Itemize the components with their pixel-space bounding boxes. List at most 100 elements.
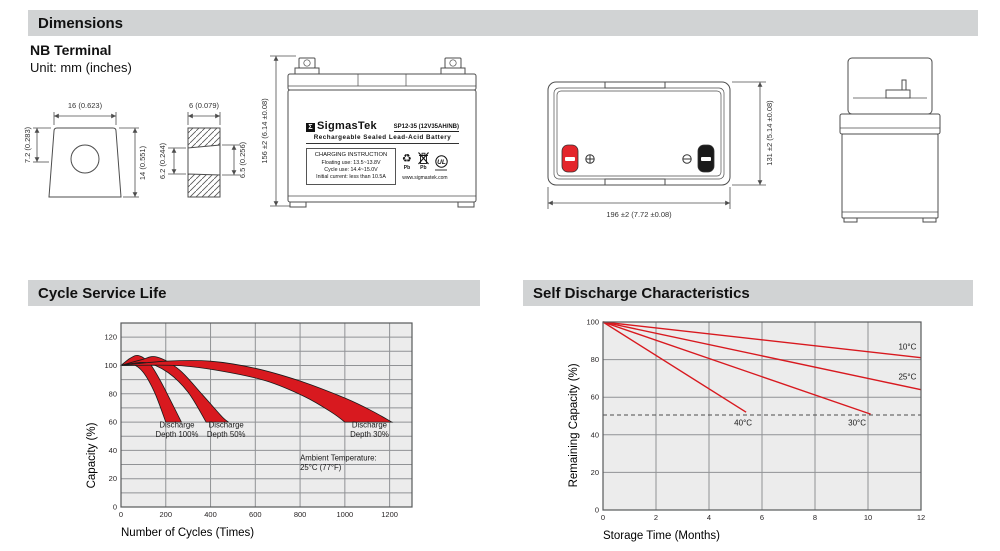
svg-text:600: 600 [249, 510, 262, 519]
negative-symbol-icon [682, 154, 692, 164]
side-terminal [885, 89, 911, 99]
terminal-slot [701, 157, 711, 161]
svg-text:100: 100 [586, 318, 599, 327]
series-10°C [602, 321, 922, 359]
unit-note: Unit: mm (inches) [30, 60, 132, 75]
battery-foot-left [289, 201, 307, 208]
cycle-service-life-svg: 0 200 400 600 800 1000 1200 0 20 40 60 80 100 120 Disc… [86, 322, 413, 539]
svg-text:1200: 1200 [381, 510, 398, 519]
battery-lid [287, 73, 477, 91]
self-discharge-chart: 10°C 25°C 30°C 40°C 0 2 4 6 8 10 12 0 20 40 60 80 100 Sto… [545, 315, 975, 551]
dim-label-height: 156 ±2 (6.14 ±0.08) [260, 98, 269, 164]
side-rim [839, 113, 941, 135]
nb-terminal-title: NB Terminal [30, 42, 112, 58]
battery-front-drawing: 156 ±2 (6.14 ±0.08) [260, 55, 477, 208]
dim-label-length: 196 ±2 (7.72 ±0.08) [606, 210, 672, 219]
section-header-cycle-service-life: Cycle Service Life [28, 280, 480, 306]
certification-icons: ♻ Pb Pb [402, 148, 448, 185]
annotation: Discharge Depth 100% [156, 421, 199, 440]
band-Discharge Depth 50% [120, 356, 230, 423]
battery-front-label: Σ SigmasTek SP12-35 (12V35AH/NB) Recharg… [306, 119, 459, 186]
terminal-side-drawing: 6 (0.079) 6.2 (0.244) 6.5 (0.256) [158, 101, 247, 198]
series-label: 25°C [898, 372, 916, 381]
svg-text:6: 6 [760, 513, 764, 522]
website-url: www.sigmastek.com [402, 175, 448, 181]
section-title: Dimensions [38, 14, 124, 32]
terminal-base-left [294, 67, 320, 75]
section-title: Self Discharge Characteristics [533, 284, 750, 302]
section-header-dimensions: Dimensions [28, 10, 978, 36]
tick-labels: 0 200 400 600 800 1000 1200 0 20 40 60 80 100 120 [104, 333, 397, 519]
hatched-top [187, 127, 221, 149]
svg-text:100: 100 [104, 361, 117, 370]
svg-text:0: 0 [113, 503, 117, 512]
brand-row: Σ SigmasTek SP12-35 (12V35AH/NB) [306, 119, 459, 132]
annotation: Ambient Temperature: 25°C (77°F) [300, 453, 377, 472]
charging-line: Cycle use: 14.4~15.0V [324, 167, 378, 174]
svg-text:80: 80 [109, 389, 117, 398]
svg-text:2: 2 [654, 513, 658, 522]
bottom-notch [604, 178, 666, 186]
dim-label-width: 6 (0.079) [189, 101, 220, 110]
terminal-front-drawing: 16 (0.623) 7.2 (0.283) 14 (0.551) [23, 101, 147, 198]
positive-symbol-icon [585, 154, 595, 164]
dim-label-width: 16 (0.623) [68, 101, 103, 110]
battery-subtitle: Rechargeable Sealed Lead-Acid Battery [306, 132, 459, 144]
dim-label-left: 7.2 (0.283) [23, 126, 32, 163]
hatched-bottom [187, 173, 221, 198]
svg-text:800: 800 [294, 510, 307, 519]
section-title: Cycle Service Life [38, 284, 167, 302]
side-body [841, 133, 939, 219]
svg-text:12: 12 [917, 513, 925, 522]
series-40°C [602, 321, 747, 413]
x-axis-title: Storage Time (Months) [603, 530, 720, 542]
dim-label-right: 6.5 (0.256) [238, 141, 247, 178]
svg-text:4: 4 [707, 513, 711, 522]
svg-text:1000: 1000 [337, 510, 354, 519]
svg-text:0: 0 [595, 506, 599, 515]
charging-title: CHARGING INSTRUCTION [314, 152, 388, 158]
svg-text:40: 40 [109, 446, 117, 455]
svg-text:40: 40 [591, 430, 599, 439]
side-foot-right [922, 217, 937, 223]
svg-text:20: 20 [109, 474, 117, 483]
svg-text:10: 10 [864, 513, 872, 522]
svg-text:60: 60 [109, 418, 117, 427]
svg-text:8: 8 [813, 513, 817, 522]
series-label: 40°C [734, 418, 752, 427]
terminal-hole [70, 144, 100, 174]
battery-body [287, 89, 477, 203]
band-Discharge Depth 30% [120, 360, 394, 423]
annotation: Discharge Depth 30% [350, 421, 389, 440]
series-25°C [602, 321, 922, 391]
recycle-pb-icon: ♻ Pb [402, 153, 412, 172]
top-notch [604, 81, 666, 89]
dim-label-depth: 131 ±2 (5.14 ±0.08) [765, 100, 774, 166]
gridlines [603, 321, 922, 510]
annotation: Discharge Depth 50% [207, 421, 246, 440]
tick-labels: 0 2 4 6 8 10 12 0 20 40 60 80 100 [586, 318, 925, 523]
series-30°C [602, 321, 871, 415]
battery-foot-right [457, 201, 475, 208]
no-trash-pb-icon: Pb [417, 152, 429, 171]
x-axis-title: Number of Cycles (Times) [121, 527, 254, 539]
band-Discharge Depth 100% [119, 354, 183, 423]
model-number: SP12-35 (12V35AH/NB) [393, 124, 459, 132]
svg-text:UL: UL [437, 159, 446, 166]
y-axis-title: Remaining Capacity (%) [568, 363, 580, 487]
cycle-service-life-chart: 0 200 400 600 800 1000 1200 0 20 40 60 80 100 120 Disc… [60, 315, 480, 551]
charging-line: Initial current: less than 10.5A [316, 174, 386, 181]
svg-text:60: 60 [591, 393, 599, 402]
series-label: 10°C [898, 342, 916, 351]
battery-top-drawing: 131 ±2 (5.14 ±0.08) 196 ±2 (7.72 ±0.08) [547, 81, 774, 219]
ul-icon: UL [435, 155, 448, 171]
charging-line: Floating use: 13.5~13.8V [321, 160, 381, 166]
section-header-self-discharge: Self Discharge Characteristics [523, 280, 973, 306]
svg-text:120: 120 [104, 333, 117, 342]
side-foot-left [843, 217, 858, 223]
svg-text:20: 20 [591, 468, 599, 477]
y-axis-title: Capacity (%) [86, 422, 98, 488]
svg-text:0: 0 [119, 510, 123, 519]
self-discharge-characteristics-svg: 10°C 25°C 30°C 40°C 0 2 4 6 8 10 12 0 20 40 60 80 100 Sto… [568, 318, 925, 543]
